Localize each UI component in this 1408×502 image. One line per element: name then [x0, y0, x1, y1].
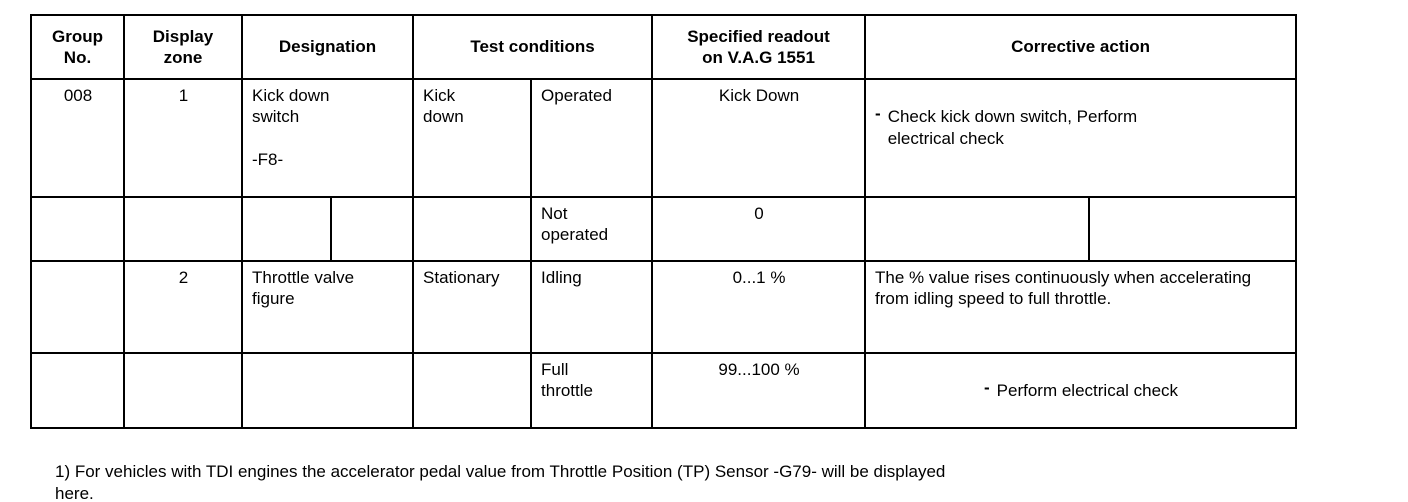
cell-group-no: 008	[30, 78, 125, 198]
corrective-action-item: - Perform electrical check	[875, 378, 1287, 401]
cell-designation: Kick down switch -F8-	[240, 78, 415, 198]
cell-test-condition-primary: Stationary	[412, 260, 533, 354]
cell-designation-left	[241, 196, 332, 262]
cell-group-no	[30, 196, 125, 262]
col-header-test-conditions: Test conditions	[412, 14, 654, 80]
col-header-specified-readout: Specified readout on V.A.G 1551	[651, 14, 867, 80]
cell-test-condition-primary: Kick down	[412, 78, 533, 198]
table-row: 008 1 Kick down switch -F8- Kick down Op…	[30, 78, 1298, 198]
cell-test-condition-secondary: Not operated	[530, 196, 654, 262]
col-header-group-no: Group No.	[30, 14, 125, 80]
cell-display-zone	[123, 352, 243, 429]
cell-corrective-action-left	[864, 196, 1091, 262]
cell-designation: Throttle valve figure	[240, 260, 415, 354]
cell-corrective-action-right	[1088, 196, 1298, 262]
cell-display-zone	[123, 196, 243, 262]
cell-specified-readout: 0	[651, 196, 867, 262]
corrective-action-item: - Check kick down switch, Perform electr…	[875, 104, 1287, 149]
cell-test-condition-secondary: Full throttle	[530, 352, 654, 429]
cell-display-zone: 1	[123, 78, 243, 198]
cell-corrective-action: - Check kick down switch, Perform electr…	[864, 78, 1298, 198]
cell-test-condition-primary	[412, 196, 533, 262]
cell-corrective-action: The % value rises continuously when acce…	[864, 260, 1298, 354]
cell-specified-readout: 99...100 %	[651, 352, 867, 429]
table-row: Full throttle 99...100 % - Perform elect…	[30, 352, 1298, 429]
cell-test-condition-secondary: Idling	[530, 260, 654, 354]
cell-group-no	[30, 260, 125, 354]
cell-group-no	[30, 352, 125, 429]
cell-display-zone: 2	[123, 260, 243, 354]
cell-test-condition-primary	[412, 352, 533, 429]
dash-bullet: -	[984, 378, 990, 398]
corrective-action-text: Check kick down switch, Perform electric…	[887, 107, 1138, 148]
cell-specified-readout: Kick Down	[651, 78, 867, 198]
cell-designation-right	[329, 196, 415, 262]
cell-test-condition-secondary: Operated	[530, 78, 654, 198]
measuring-value-block-table: Group No. Display zone Designation Test …	[30, 14, 1298, 429]
corrective-action-text: Perform electrical check	[996, 381, 1179, 401]
footnote-tdi-engines: 1) For vehicles with TDI engines the acc…	[55, 461, 946, 502]
cell-designation	[240, 352, 415, 429]
cell-corrective-action: - Perform electrical check	[864, 352, 1298, 429]
dash-bullet: -	[875, 104, 881, 124]
table-row: Not operated 0	[30, 196, 1298, 262]
col-header-designation: Designation	[240, 14, 415, 80]
table-row: 2 Throttle valve figure Stationary Idlin…	[30, 260, 1298, 354]
col-header-display-zone: Display zone	[123, 14, 243, 80]
col-header-corrective-action: Corrective action	[864, 14, 1298, 80]
cell-specified-readout: 0...1 %	[651, 260, 867, 354]
table-header-row: Group No. Display zone Designation Test …	[30, 14, 1298, 80]
